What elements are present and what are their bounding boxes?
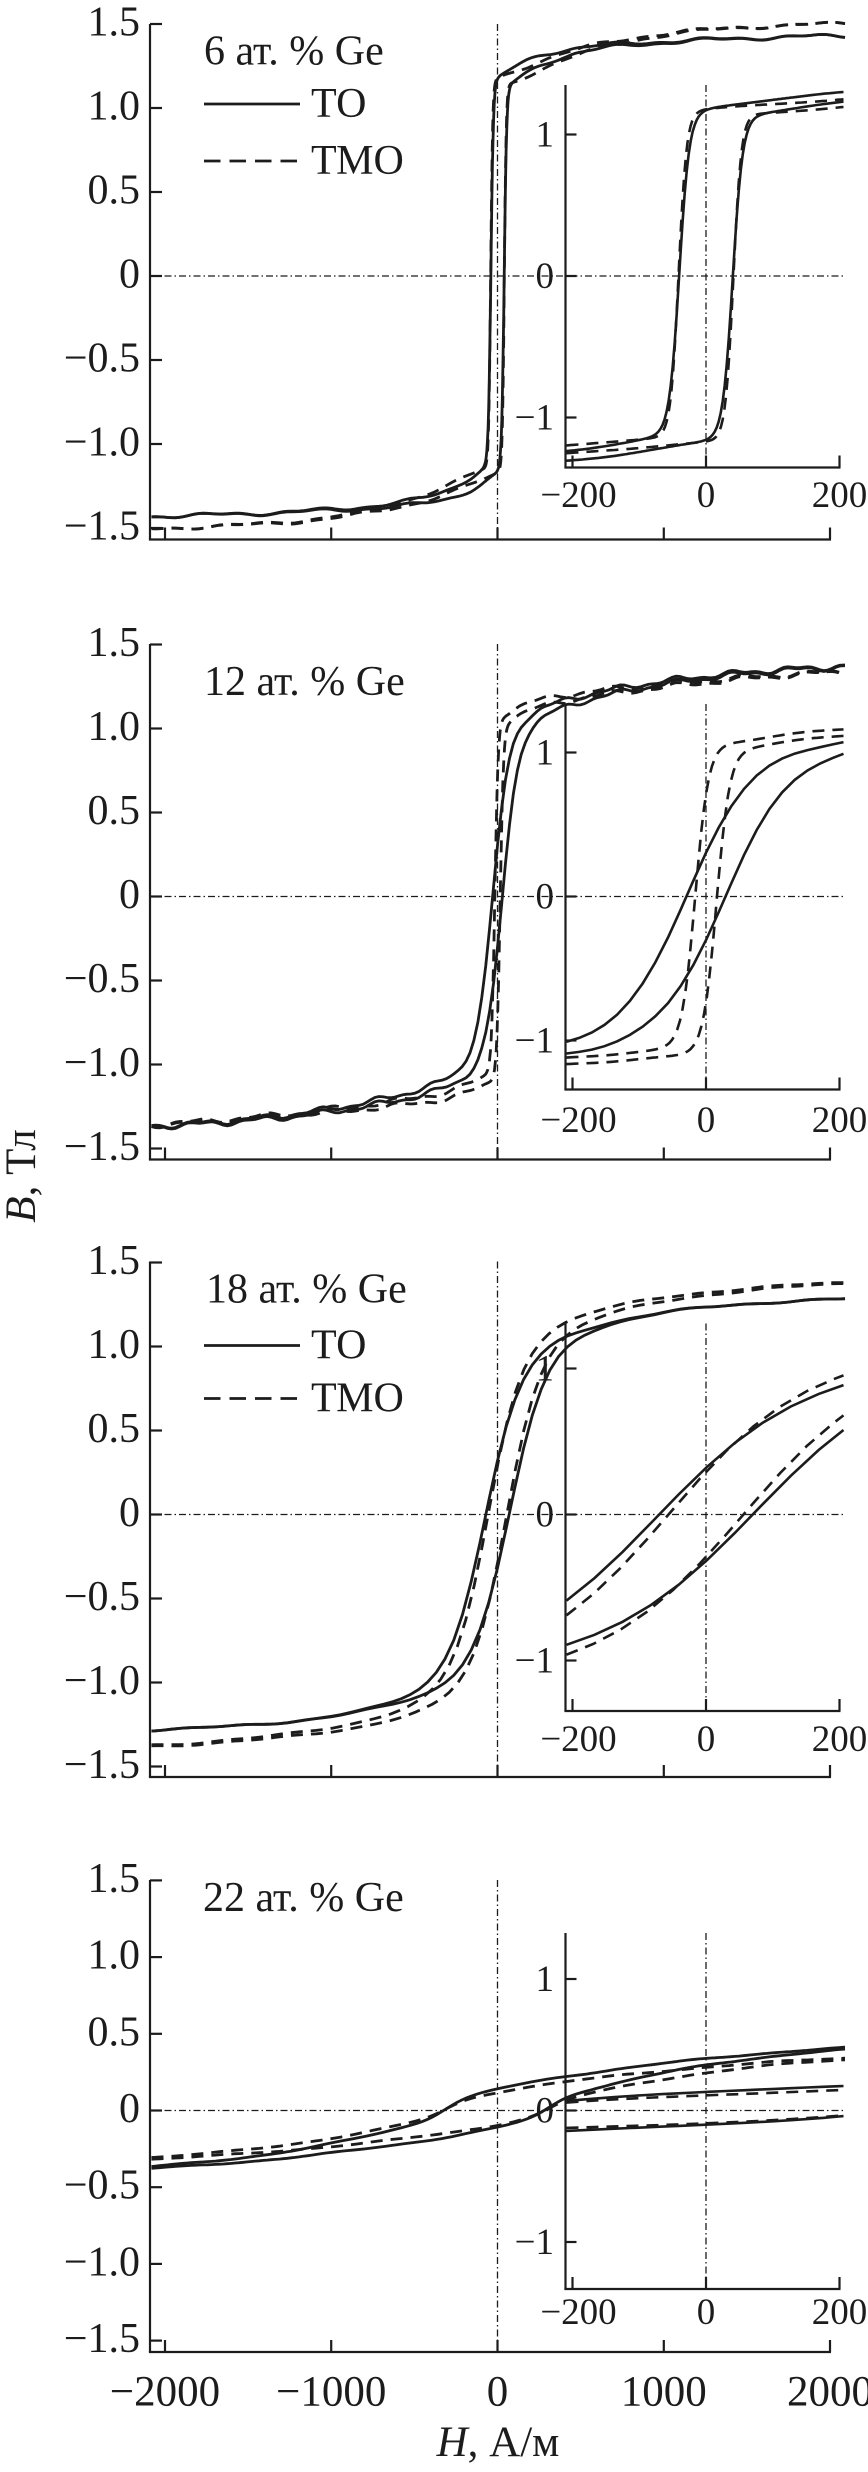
svg-text:−1.0: −1.0 — [64, 1040, 140, 1086]
svg-text:200: 200 — [812, 1719, 868, 1760]
svg-text:−1: −1 — [515, 1021, 554, 1062]
svg-text:200: 200 — [812, 1100, 868, 1141]
svg-text:0: 0 — [697, 475, 716, 516]
svg-text:−1: −1 — [515, 398, 554, 439]
svg-text:ТМО: ТМО — [311, 1376, 404, 1422]
svg-text:−0.5: −0.5 — [64, 336, 140, 382]
svg-text:−1.5: −1.5 — [64, 1124, 140, 1170]
svg-text:−200: −200 — [540, 475, 616, 516]
svg-text:ТО: ТО — [311, 1323, 366, 1369]
svg-text:0: 0 — [487, 2369, 509, 2416]
svg-text:0.5: 0.5 — [88, 168, 141, 214]
svg-text:−0.5: −0.5 — [64, 956, 140, 1002]
svg-text:1000: 1000 — [621, 2369, 707, 2416]
svg-text:1.5: 1.5 — [88, 620, 141, 666]
svg-text:1.5: 1.5 — [88, 1856, 141, 1902]
svg-text:1.5: 1.5 — [88, 0, 141, 46]
svg-text:−0.5: −0.5 — [64, 2163, 140, 2209]
svg-text:−1000: −1000 — [276, 2369, 386, 2416]
svg-text:6 ат. % Ge: 6 ат. % Ge — [204, 29, 384, 75]
svg-text:200: 200 — [812, 475, 868, 516]
svg-text:−200: −200 — [540, 1719, 616, 1760]
svg-text:12 ат. % Ge: 12 ат. % Ge — [204, 659, 405, 705]
svg-text:1: 1 — [536, 1959, 555, 2000]
svg-text:−0.5: −0.5 — [64, 1574, 140, 1620]
svg-text:18 ат. % Ge: 18 ат. % Ge — [206, 1267, 407, 1313]
svg-text:−1.0: −1.0 — [64, 1658, 140, 1704]
svg-text:200: 200 — [812, 2292, 868, 2333]
svg-text:0.5: 0.5 — [88, 2009, 141, 2055]
svg-text:0: 0 — [536, 1495, 555, 1536]
svg-text:1.0: 1.0 — [88, 1322, 141, 1368]
svg-text:0.5: 0.5 — [88, 1406, 141, 1452]
svg-text:−1: −1 — [515, 2222, 554, 2263]
svg-text:0: 0 — [536, 256, 555, 297]
svg-text:−1.0: −1.0 — [64, 420, 140, 466]
svg-text:ТМО: ТМО — [311, 138, 404, 184]
svg-text:−1: −1 — [515, 1641, 554, 1682]
svg-text:0: 0 — [697, 2292, 716, 2333]
svg-text:2000: 2000 — [787, 2369, 868, 2416]
svg-text:B, Тл: B, Тл — [0, 1129, 45, 1222]
svg-text:−1.5: −1.5 — [64, 2316, 140, 2362]
svg-text:0: 0 — [119, 872, 140, 918]
svg-text:1.0: 1.0 — [88, 704, 141, 750]
svg-text:0: 0 — [119, 1490, 140, 1536]
svg-text:0: 0 — [697, 1719, 716, 1760]
svg-text:0: 0 — [697, 1100, 716, 1141]
svg-text:0: 0 — [119, 2086, 140, 2132]
svg-text:1.5: 1.5 — [88, 1238, 141, 1284]
svg-text:−200: −200 — [540, 1100, 616, 1141]
svg-text:−1.5: −1.5 — [64, 504, 140, 550]
svg-text:0: 0 — [119, 252, 140, 298]
svg-text:−1.0: −1.0 — [64, 2239, 140, 2285]
svg-text:1.0: 1.0 — [88, 84, 141, 130]
svg-text:1: 1 — [536, 733, 555, 774]
svg-text:22 ат. % Ge: 22 ат. % Ge — [203, 1875, 404, 1921]
svg-text:0: 0 — [536, 877, 555, 918]
svg-text:−1.5: −1.5 — [64, 1742, 140, 1788]
svg-text:0.5: 0.5 — [88, 788, 141, 834]
svg-text:1: 1 — [536, 115, 555, 156]
svg-text:1.0: 1.0 — [88, 1933, 141, 1979]
svg-text:H, А/м: H, А/м — [436, 2419, 560, 2466]
svg-text:−200: −200 — [540, 2292, 616, 2333]
svg-text:−2000: −2000 — [110, 2369, 220, 2416]
svg-text:ТО: ТО — [311, 81, 366, 127]
